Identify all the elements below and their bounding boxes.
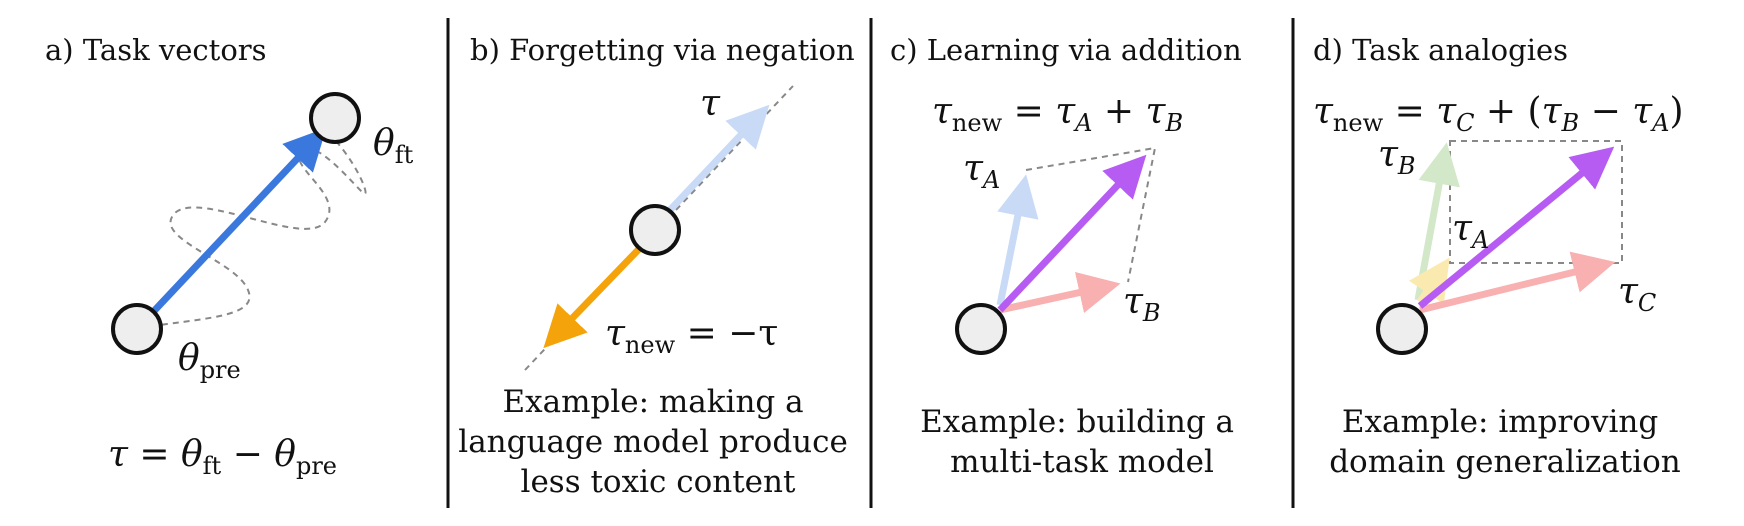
panel-a-equation: τ = θft − θpre [108, 434, 337, 480]
panel-c-sum-arrow [997, 154, 1147, 313]
panel-c-parallelogram [1025, 146, 1157, 283]
panel-b-caption: Example: making a language model produce… [458, 384, 857, 500]
panel-b-tau-arrow [667, 104, 770, 213]
panel-d-caption: Example: improving domain generalization [1329, 404, 1681, 480]
panel-d-equation: τnew = τC + (τB − τA) [1313, 91, 1684, 137]
panel-a-title: a) Task vectors [45, 33, 267, 67]
panel-a-node-pre [111, 303, 163, 355]
panel-b-title: b) Forgetting via negation [470, 33, 855, 67]
panel-a-loss-path [139, 139, 367, 329]
panel-a-node-ft [309, 92, 361, 144]
panel-a-label-theta-pre: θpre [178, 338, 241, 384]
panel-b-node [629, 204, 681, 256]
panel-b: b) Forgetting via negation τ τnew = −τ E… [458, 33, 857, 500]
panel-d-title: d) Task analogies [1313, 33, 1568, 67]
panel-d: d) Task analogies τnew = τC + (τB − τA) … [1313, 33, 1684, 480]
panel-c-title: c) Learning via addition [890, 33, 1242, 67]
panel-b-label-tau: τ [700, 83, 721, 124]
panel-b-negated-arrow [543, 245, 643, 349]
panel-b-equation: τnew = −τ [605, 313, 778, 359]
panel-c-caption: Example: building a multi-task model [920, 404, 1244, 480]
panel-a: a) Task vectors θft θpre τ = θft − θpre [45, 33, 414, 480]
panel-a-task-vector-arrow [135, 127, 327, 331]
panel-c-label-tau-b: τB [1123, 281, 1161, 327]
panel-d-tau-b-arrow [1414, 142, 1460, 301]
panel-d-result-arrow [1417, 146, 1615, 309]
panel-d-label-tau-b: τB [1378, 134, 1416, 180]
panel-c-node [955, 303, 1007, 355]
panel-d-label-tau-a: τA [1452, 208, 1489, 254]
panel-d-tau-c-arrow [1419, 251, 1616, 314]
panel-d-node [1376, 303, 1428, 355]
panel-a-label-theta-ft: θft [373, 123, 414, 169]
panel-d-analogy-box [1449, 140, 1623, 264]
panel-c-label-tau-a: τA [963, 148, 1000, 194]
panel-c-equation: τnew = τA + τB [932, 91, 1183, 137]
panel-c-tau-b-arrow [999, 272, 1121, 314]
panel-c-tau-a-arrow [996, 174, 1039, 306]
panel-d-tau-a-arrow [1408, 257, 1450, 305]
panel-c: c) Learning via addition τnew = τA + τB … [890, 33, 1244, 480]
panel-d-label-tau-c: τC [1618, 271, 1656, 317]
